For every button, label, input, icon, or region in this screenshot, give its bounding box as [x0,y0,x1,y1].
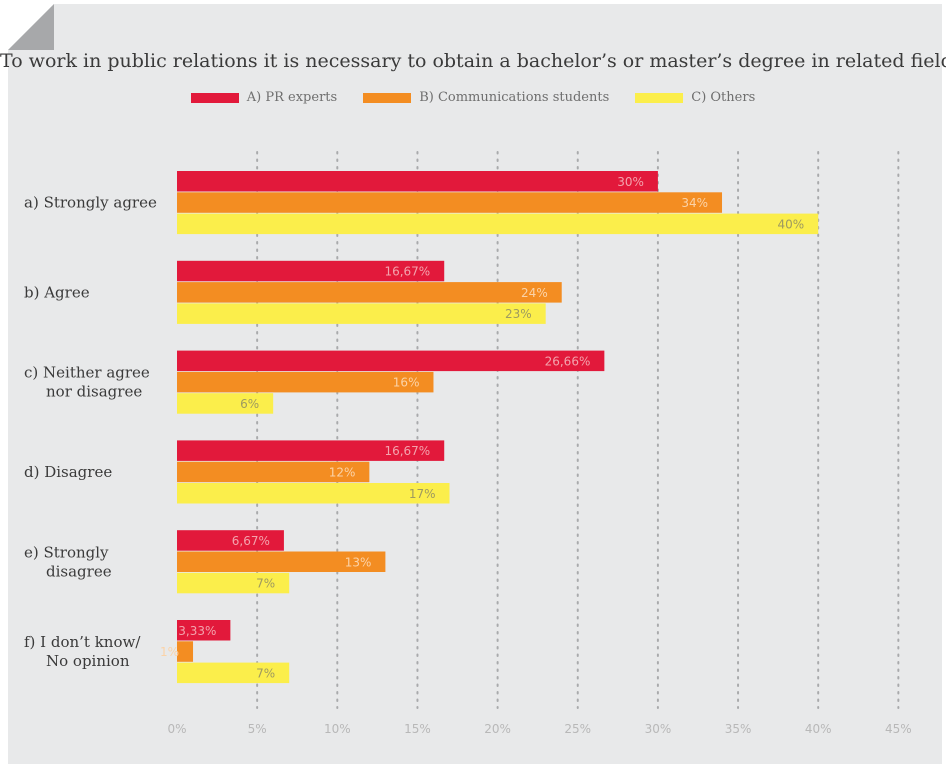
bar-c-others [177,483,450,504]
category-label: No opinion [46,652,130,670]
legend-swatch-others [635,92,684,103]
data-label: 34% [681,196,708,210]
data-label: 30% [617,175,644,189]
x-tick-label: 30% [645,722,672,736]
chart-legend: A) PR experts B) Communications students… [0,90,946,105]
legend-label-communications-students: B) Communications students [419,90,610,105]
legend-item-communications-students: B) Communications students [363,90,609,105]
bar-c-others [177,213,819,235]
bar-b-communications-students [177,551,386,572]
category-label: e) Strongly [24,543,109,561]
data-label: 16,67% [384,265,430,279]
legend-item-others: C) Others [635,90,755,105]
x-tick-label: 45% [885,722,912,736]
data-label: 16% [393,376,420,390]
legend-swatch-pr-experts [190,92,239,103]
legend-label-pr-experts: A) PR experts [246,90,338,105]
bar-c-others [177,572,290,594]
bar-a-pr-experts [177,530,284,551]
bar-a-pr-experts [177,171,658,192]
data-label: 40% [778,217,805,231]
bar-a-pr-experts [177,440,445,461]
x-tick-label: 40% [805,722,832,736]
bar-c-others [177,662,290,684]
bar-b-communications-students [177,192,723,213]
data-label: 6,67% [232,534,270,548]
data-label: 7% [256,577,275,591]
bar-c-others [177,303,546,324]
category-label: c) Neither agree [24,364,150,382]
data-label: 7% [256,666,275,680]
category-label: d) Disagree [24,463,112,481]
x-tick-label: 10% [324,722,351,736]
chart-title: To work in public relations it is necess… [0,50,946,72]
data-label: 17% [409,487,436,501]
category-label: f) I don’t know/ [24,633,141,651]
category-label: b) Agree [24,283,90,301]
bar-a-pr-experts [177,620,231,641]
data-label: 24% [521,286,548,300]
legend-item-pr-experts: A) PR experts [190,90,338,105]
x-tick-label: 0% [167,722,186,736]
x-tick-label: 15% [404,722,431,736]
x-tick-label: 35% [725,722,752,736]
category-label: disagree [46,562,112,580]
legend-label-others: C) Others [691,90,756,105]
category-label: a) Strongly agree [24,194,157,212]
x-tick-label: 20% [484,722,511,736]
data-label: 1% [160,645,179,659]
data-label: 26,66% [545,354,591,368]
chart-panel [8,4,942,764]
bar-b-communications-students [177,371,434,393]
bar-c-others [177,393,274,414]
data-label: 12% [329,465,356,479]
bar-b-communications-students [177,461,370,483]
x-tick-label: 25% [564,722,591,736]
data-label: 13% [345,555,372,569]
category-label: nor disagree [46,383,142,401]
data-label: 16,67% [384,444,430,458]
bar-a-pr-experts [177,260,445,282]
data-label: 6% [240,397,259,411]
bar-b-communications-students [177,282,562,303]
bar-b-communications-students [177,641,194,662]
x-tick-label: 5% [248,722,267,736]
folded-corner-icon [8,4,54,50]
bar-a-pr-experts [177,350,605,372]
data-label: 23% [505,307,532,321]
legend-swatch-communications-students [363,92,412,103]
data-label: 3,33% [178,624,216,638]
